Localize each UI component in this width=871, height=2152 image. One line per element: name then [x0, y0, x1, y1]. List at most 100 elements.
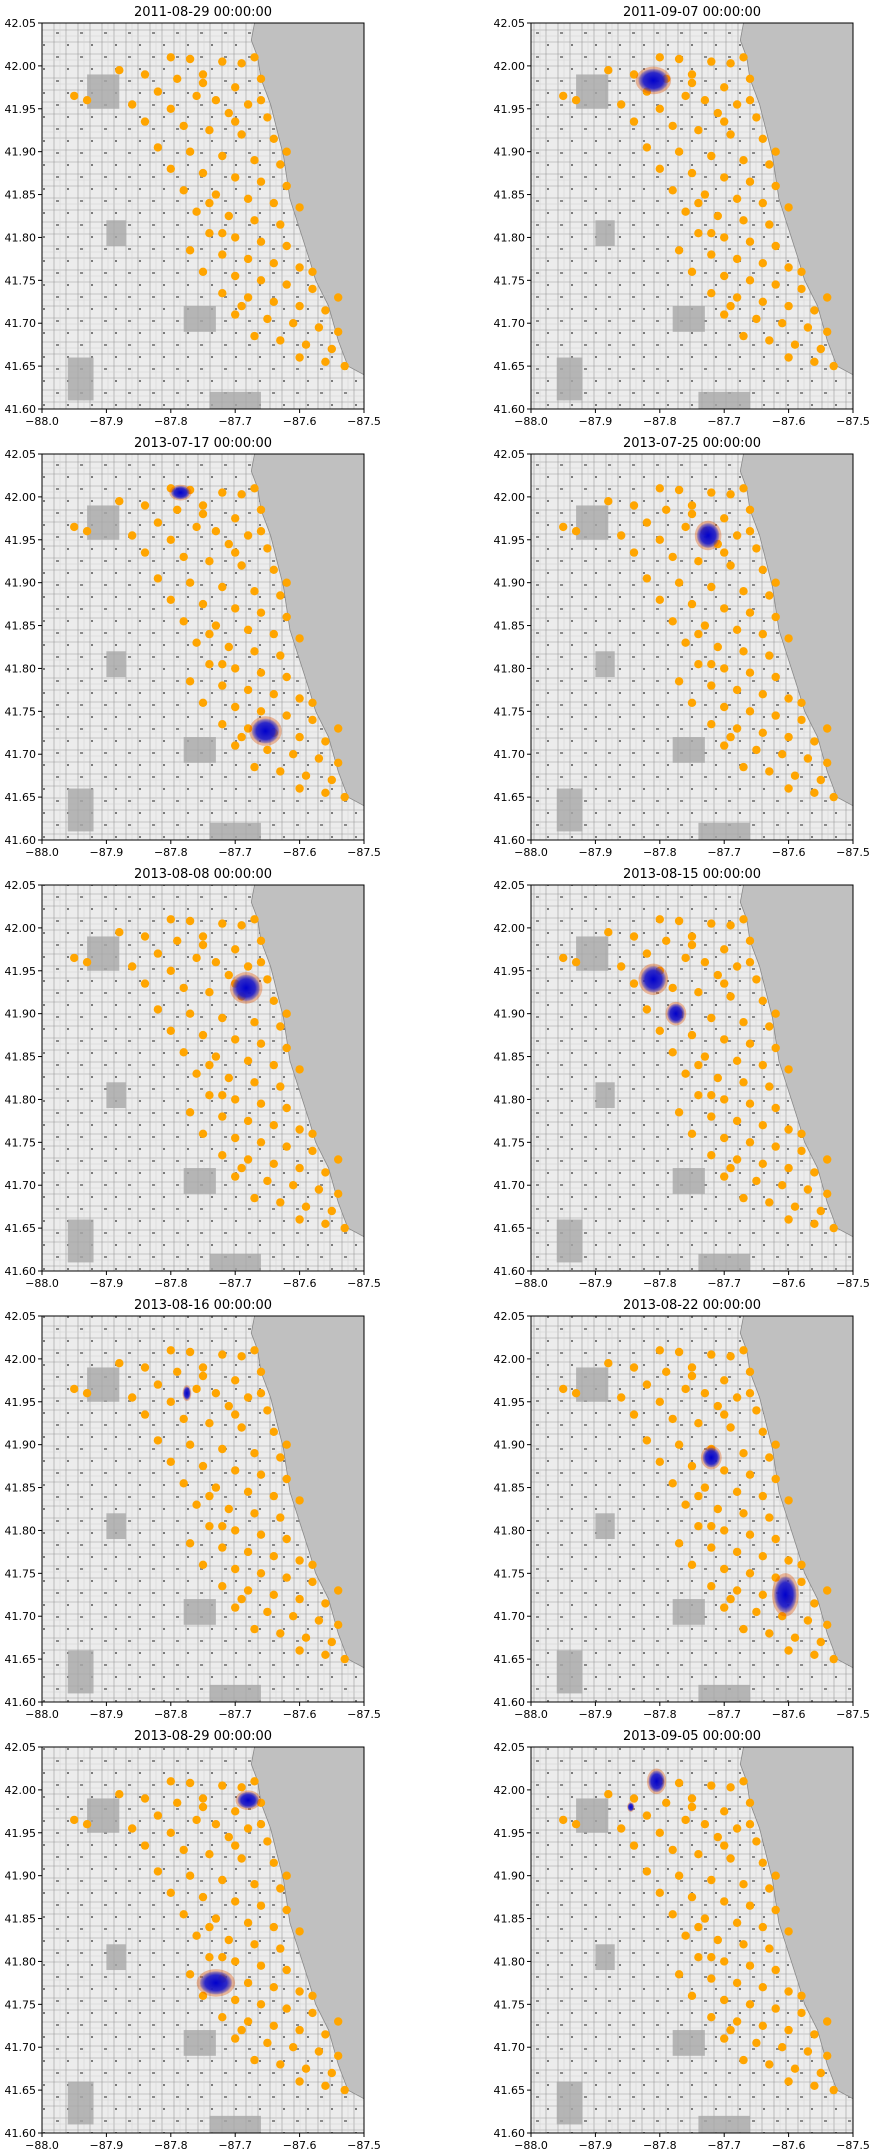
y-tick-label: 41.65 [5, 360, 37, 373]
trap-point [198, 501, 208, 510]
trap-point [231, 548, 240, 557]
trap-point [282, 1474, 291, 1484]
trap-point [745, 668, 755, 677]
trap-point [192, 638, 201, 647]
trap-point [256, 1901, 266, 1910]
trap-point [128, 531, 137, 540]
trap-point [301, 2064, 311, 2073]
trap-point [707, 1953, 716, 1962]
trap-point [707, 229, 716, 238]
trap-point [662, 936, 671, 945]
map-block [87, 1367, 120, 1402]
trap-point [250, 2055, 259, 2065]
trap-point [559, 1815, 568, 1825]
trap-point [282, 1142, 291, 1151]
trap-point [256, 237, 266, 246]
trap-point [250, 1509, 259, 1518]
trap-point [269, 1590, 278, 1600]
trap-point [282, 1440, 291, 1449]
x-tick-label: −87.8 [154, 1277, 188, 1290]
x-tick-label: −87.9 [579, 415, 613, 428]
trap-point [823, 293, 832, 302]
trap-point [559, 522, 568, 532]
trap-point [256, 505, 266, 514]
panel-title: 2011-09-07 00:00:00 [623, 5, 761, 20]
trap-point [694, 126, 703, 135]
y-tick-label: 41.70 [494, 2041, 526, 2054]
trap-point [745, 237, 755, 246]
trap-point [231, 664, 240, 673]
trap-point [797, 1577, 806, 1587]
trap-point [732, 194, 742, 203]
map-block [209, 391, 261, 409]
trap-point [707, 1091, 716, 1100]
map-panel: 2013-07-17 00:00:00 −88.0 −87.9 −87.8 −87.7 −… [5, 436, 381, 859]
map-block [595, 1513, 615, 1540]
y-tick-label: 41.85 [5, 620, 37, 633]
y-tick-label: 41.90 [5, 146, 37, 159]
trap-point [700, 1914, 710, 1923]
trap-point [668, 617, 677, 626]
y-tick-label: 42.00 [5, 491, 37, 504]
trap-point [745, 1099, 755, 1108]
trap-point [662, 1367, 671, 1377]
trap-point [720, 514, 729, 523]
trap-point [745, 1530, 755, 1539]
map-block [556, 2081, 583, 2125]
trap-point [745, 958, 755, 967]
trap-point [276, 651, 285, 660]
trap-point [771, 1103, 780, 1113]
trap-point [224, 1832, 233, 1842]
trap-point [739, 1018, 748, 1027]
trap-point [771, 2004, 780, 2013]
trap-point [166, 1026, 175, 1036]
x-tick-label: −87.8 [643, 415, 677, 428]
trap-point [771, 241, 780, 251]
trap-point [218, 720, 227, 729]
trap-point [655, 595, 664, 604]
trap-point [198, 78, 208, 88]
trap-point [327, 2068, 336, 2078]
trap-point [173, 1798, 182, 1808]
trap-point [263, 1406, 272, 1415]
heat-cluster [251, 718, 280, 744]
y-tick-label: 41.75 [494, 705, 526, 718]
y-tick-label: 41.85 [5, 189, 37, 202]
trap-point [823, 1620, 832, 1630]
trap-point [694, 1953, 703, 1962]
trap-point [790, 771, 800, 780]
x-tick-label: −87.8 [643, 2139, 677, 2152]
trap-point [231, 1410, 240, 1419]
trap-point [642, 518, 652, 527]
trap-point [82, 96, 92, 105]
trap-point [263, 745, 272, 755]
trap-point [720, 1466, 729, 1475]
trap-point [256, 1138, 266, 1147]
heat-cluster [183, 1386, 191, 1401]
trap-point [745, 936, 755, 945]
trap-point [198, 698, 208, 707]
trap-point [314, 323, 324, 332]
y-tick-label: 41.90 [5, 1870, 37, 1883]
trap-point [758, 259, 767, 268]
trap-point [128, 1824, 137, 1833]
trap-point [810, 306, 819, 315]
trap-point [179, 617, 188, 626]
trap-point [726, 301, 735, 311]
trap-point [720, 1807, 729, 1816]
trap-point [70, 522, 79, 532]
trap-point [205, 126, 214, 135]
trap-point [205, 1491, 214, 1501]
trap-point [185, 1440, 195, 1449]
trap-point [765, 1198, 774, 1207]
x-tick-label: −88.0 [514, 1277, 548, 1290]
trap-point [198, 932, 208, 941]
trap-point [668, 1910, 677, 1919]
trap-point [115, 1359, 124, 1368]
trap-point [771, 1474, 780, 1484]
trap-point [269, 996, 278, 1005]
x-tick-label: −87.8 [643, 1277, 677, 1290]
map-block [595, 1082, 615, 1109]
map-panel: 2013-07-25 00:00:00 −88.0 −87.9 −87.8 −87.7 −… [494, 436, 870, 859]
trap-point [810, 737, 819, 746]
